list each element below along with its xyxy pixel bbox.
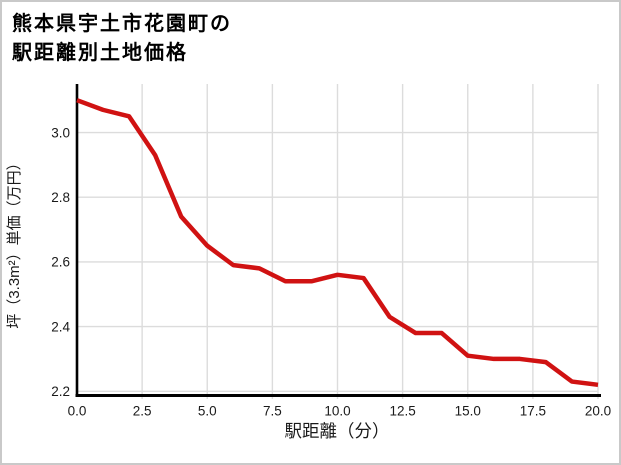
x-axis-label: 駅距離（分）: [285, 421, 390, 441]
y-tick-label: 3.0: [51, 125, 70, 140]
x-tick-label: 7.5: [263, 404, 282, 419]
x-tick-label: 2.5: [133, 404, 152, 419]
y-tick-label: 2.6: [51, 255, 70, 270]
y-tick-label: 2.8: [51, 190, 70, 205]
page-title: 熊本県宇土市花園町の 駅距離別土地価格: [12, 10, 232, 68]
x-tick-label: 15.0: [455, 404, 481, 419]
chart-title-line1: 熊本県宇土市花園町の: [12, 13, 232, 35]
price-line: [76, 98, 599, 388]
y-tick-label: 2.2: [51, 384, 70, 399]
x-tick-label: 5.0: [198, 404, 217, 419]
x-tick-label: 10.0: [324, 404, 350, 419]
x-tick-label: 20.0: [585, 404, 611, 419]
y-axis-label: 坪（3.3m²）単価（万円）: [6, 155, 23, 328]
x-tick-label: 0.0: [68, 404, 87, 419]
chart-title-line2: 駅距離別土地価格: [12, 42, 188, 64]
y-tick-label: 2.4: [51, 319, 70, 334]
x-tick-label: 12.5: [389, 404, 415, 419]
x-tick-label: 17.5: [520, 404, 546, 419]
